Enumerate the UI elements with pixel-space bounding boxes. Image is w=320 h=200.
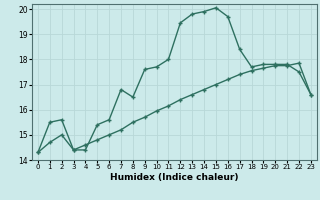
X-axis label: Humidex (Indice chaleur): Humidex (Indice chaleur) — [110, 173, 239, 182]
